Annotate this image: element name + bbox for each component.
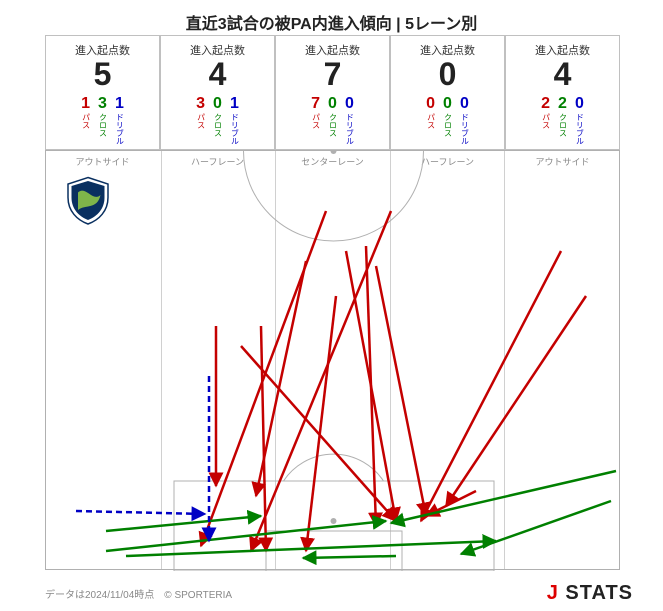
breakdown-label: ドリブル	[575, 113, 583, 145]
breakdown-item-cross: 0クロス	[328, 95, 337, 145]
arrow-cross	[303, 556, 396, 558]
breakdown-value: 1	[81, 95, 90, 113]
lane-total-value: 4	[209, 56, 227, 93]
pitch-area	[45, 150, 620, 570]
lane-cell: 進入起点数00パス0クロス0ドリブル	[390, 35, 505, 150]
arrow-cross	[106, 516, 261, 531]
jstats-logo: J STATS	[547, 582, 633, 605]
breakdown-value: 0	[426, 95, 435, 113]
breakdown-value: 3	[196, 95, 205, 113]
breakdown-label: クロス	[99, 113, 107, 137]
arrow-pass	[201, 211, 326, 546]
breakdown-item-pass: 1パス	[81, 95, 90, 145]
arrow-cross	[461, 501, 611, 554]
breakdown-value: 1	[115, 95, 124, 113]
lane-total-value: 4	[554, 56, 572, 93]
lane-cell: 進入起点数43パス0クロス1ドリブル	[160, 35, 275, 150]
pitch-svg	[46, 151, 621, 571]
arrow-dribble	[76, 511, 205, 514]
data-source-note: データは2024/11/04時点 © SPORTERIA	[45, 586, 232, 601]
breakdown-label: パス	[197, 113, 205, 129]
breakdown-item-pass: 3パス	[196, 95, 205, 145]
breakdown-label: ドリブル	[345, 113, 353, 145]
breakdown-item-cross: 2クロス	[558, 95, 567, 145]
breakdown-value: 0	[213, 95, 222, 113]
lane-breakdown: 3パス 0クロス 1ドリブル	[196, 95, 239, 145]
breakdown-item-pass: 2パス	[541, 95, 550, 145]
breakdown-item-cross: 0クロス	[213, 95, 222, 145]
breakdown-item-cross: 3クロス	[98, 95, 107, 145]
jstats-dot-icon: J	[547, 582, 559, 604]
lane-breakdown: 1パス3クロス1ドリブル	[81, 95, 124, 145]
arrow-cross	[391, 471, 616, 523]
breakdown-label: ドリブル	[230, 113, 238, 145]
arrow-pass	[366, 246, 376, 526]
breakdown-label: ドリブル	[115, 113, 123, 145]
breakdown-item-pass: 0パス	[426, 95, 435, 145]
breakdown-label: パス	[312, 113, 320, 129]
breakdown-value: 0	[345, 95, 354, 113]
breakdown-value: 0	[460, 95, 469, 113]
breakdown-item-dribble: 1ドリブル	[115, 95, 124, 145]
lane-cell: 進入起点数51パス3クロス1ドリブル	[45, 35, 160, 150]
breakdown-item-pass: 7パス	[311, 95, 320, 145]
breakdown-label: クロス	[214, 113, 222, 137]
arrow-pass	[261, 326, 266, 551]
breakdown-item-dribble: 0ドリブル	[345, 95, 354, 145]
jstats-text: STATS	[565, 582, 633, 604]
breakdown-value: 0	[575, 95, 584, 113]
breakdown-item-dribble: 1ドリブル	[230, 95, 239, 145]
team-badge-icon	[63, 175, 113, 225]
breakdown-label: ドリブル	[460, 113, 468, 145]
breakdown-value: 7	[311, 95, 320, 113]
breakdown-value: 0	[328, 95, 337, 113]
arrow-pass	[376, 266, 426, 516]
breakdown-value: 1	[230, 95, 239, 113]
lane-total-value: 0	[439, 56, 457, 93]
arrow-pass	[446, 296, 586, 506]
chart-title: 直近3試合の被PA内進入傾向 | 5レーン別	[0, 10, 663, 34]
breakdown-label: クロス	[329, 113, 337, 137]
lane-cell: 進入起点数77パス0クロス0ドリブル	[275, 35, 390, 150]
breakdown-value: 2	[558, 95, 567, 113]
lane-breakdown: 0パス0クロス0ドリブル	[426, 95, 469, 145]
lane-total-value: 7	[324, 56, 342, 93]
breakdown-item-dribble: 0ドリブル	[575, 95, 584, 145]
lane-total-value: 5	[94, 56, 112, 93]
lane-cell: 進入起点数42パス2クロス0ドリブル	[505, 35, 620, 150]
breakdown-label: クロス	[559, 113, 567, 137]
breakdown-label: クロス	[444, 113, 452, 137]
lane-breakdown: 2パス2クロス0ドリブル	[541, 95, 584, 145]
breakdown-item-cross: 0クロス	[443, 95, 452, 145]
lane-breakdown: 7パス0クロス0ドリブル	[311, 95, 354, 145]
breakdown-item-dribble: 0ドリブル	[460, 95, 469, 145]
chart-container: 直近3試合の被PA内進入傾向 | 5レーン別 進入起点数51パス3クロス1ドリブ…	[0, 0, 663, 611]
breakdown-label: パス	[82, 113, 90, 129]
breakdown-value: 3	[98, 95, 107, 113]
breakdown-label: パス	[542, 113, 550, 129]
breakdown-value: 0	[443, 95, 452, 113]
breakdown-value: 2	[541, 95, 550, 113]
breakdown-label: パス	[427, 113, 435, 129]
lane-summary-row: 進入起点数51パス3クロス1ドリブル進入起点数43パス0クロス1ドリブル進入起点…	[45, 35, 620, 150]
